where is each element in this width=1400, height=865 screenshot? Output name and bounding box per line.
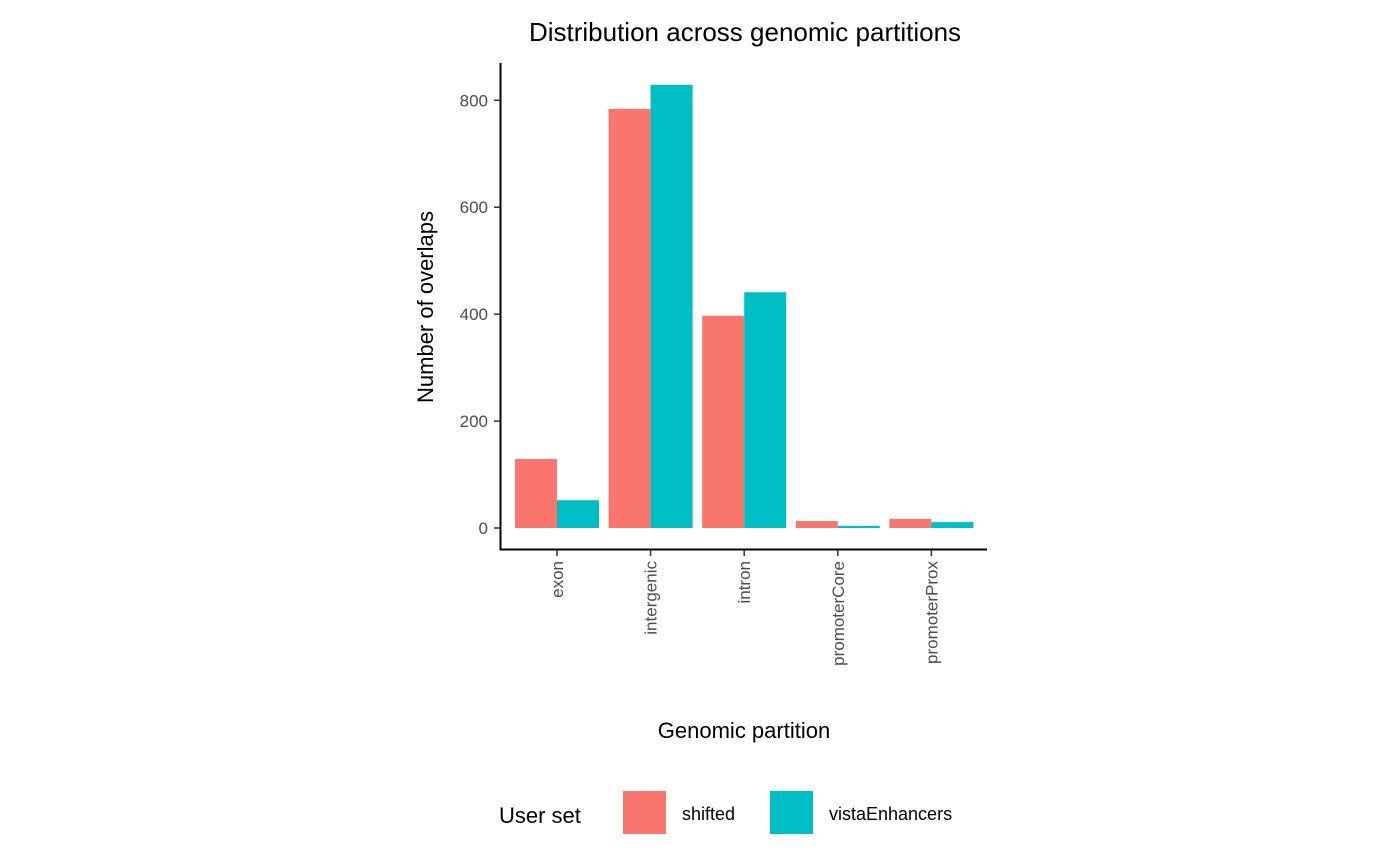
bar-promoterProx-shifted [889,518,932,528]
y-tick-label: 0 [479,519,488,538]
bar-intergenic-shifted [608,108,651,528]
y-axis-label: Number of overlaps [413,211,438,403]
legend-label: vistaEnhancers [829,804,952,824]
bar-exon-shifted [515,459,557,528]
bar-exon-vistaEnhancers [557,500,599,528]
legend-key-vistaEnhancers [770,791,813,834]
x-tick-label: promoterCore [829,561,848,666]
bar-promoterCore-shifted [795,521,838,528]
y-tick-label: 200 [460,412,488,431]
bars [515,84,974,529]
chart-title: Distribution across genomic partitions [529,17,961,47]
x-axis-label: Genomic partition [658,718,830,743]
y-tick-label: 600 [460,198,488,217]
legend-key-shifted [623,791,666,834]
bar-intron-vistaEnhancers [744,292,787,528]
x-tick-label: intergenic [642,561,661,635]
x-ticks: exon intergenic intron promoterCore promoter… [548,550,941,666]
x-tick-label: promoterProx [922,561,941,664]
bar-intron-shifted [702,315,745,528]
bar-intergenic-vistaEnhancers [650,84,693,529]
y-tick-label: 400 [460,305,488,324]
legend-label: shifted [682,804,735,824]
legend: User set shifted vistaEnhancers [499,791,952,834]
bar-promoterProx-vistaEnhancers [931,522,974,528]
bar-promoterCore-vistaEnhancers [837,525,880,528]
x-tick-label: exon [548,561,567,598]
x-tick-label: intron [735,561,754,604]
legend-title: User set [499,803,581,828]
y-tick-label: 800 [460,91,488,110]
y-ticks: 0 200 400 600 800 [460,91,500,538]
